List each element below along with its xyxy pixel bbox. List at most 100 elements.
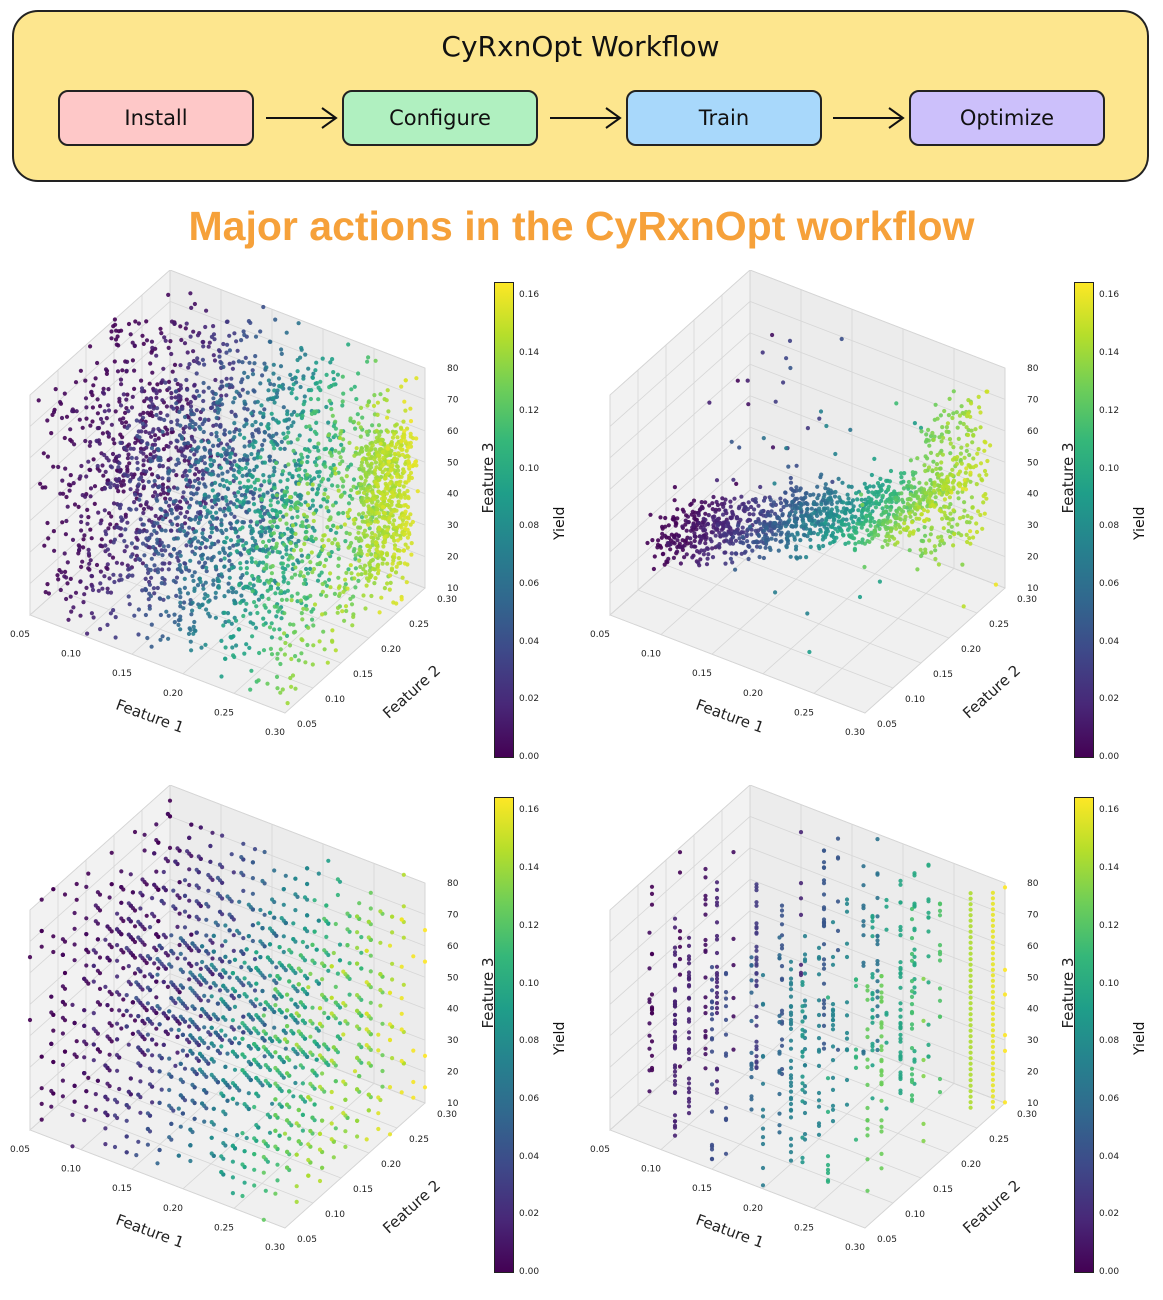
scatter-point	[203, 496, 208, 501]
scatter-point	[196, 520, 201, 525]
scatter-point	[788, 480, 794, 485]
scatter-point	[377, 533, 382, 538]
scatter-point	[224, 479, 229, 484]
scatter-point	[144, 338, 150, 343]
scatter-point	[966, 432, 971, 438]
scatter-point	[756, 503, 761, 508]
scatter-point	[189, 412, 194, 417]
scatter-point	[809, 521, 815, 526]
scatter-point	[183, 497, 188, 502]
scatter-point	[359, 515, 365, 520]
scatter-point	[341, 510, 346, 516]
scatter-point	[723, 524, 728, 529]
gridline	[609, 332, 751, 459]
scatter-point	[267, 478, 272, 483]
scatter-point	[821, 543, 826, 549]
scatter-point	[376, 453, 381, 458]
scatter-point	[278, 446, 283, 451]
scatter-point	[175, 503, 180, 509]
scatter-point	[193, 396, 198, 401]
scatter-point	[964, 466, 969, 471]
scatter-point	[255, 578, 261, 583]
scatter-point	[898, 512, 903, 517]
scatter-point	[295, 413, 300, 418]
scatter-point	[177, 563, 182, 568]
scatter-point	[392, 552, 397, 557]
scatter-point	[790, 499, 795, 505]
scatter-point	[242, 332, 247, 338]
scatter-point	[800, 523, 805, 528]
scatter-point	[140, 541, 146, 546]
scatter-point	[364, 533, 369, 538]
scatter-point	[666, 523, 671, 528]
scatter-point	[405, 453, 410, 458]
scatter-point	[898, 530, 903, 535]
scatter-point	[284, 434, 290, 439]
scatter-point	[156, 426, 161, 432]
scatter-point	[261, 473, 266, 478]
tick-label: 10	[447, 584, 459, 594]
scatter-point	[245, 549, 251, 554]
scatter-point	[125, 425, 130, 430]
scatter-point	[275, 388, 280, 393]
scatter-point	[977, 473, 982, 478]
scatter-point	[166, 444, 171, 449]
scatter-point	[942, 510, 947, 515]
scatter-point	[191, 484, 196, 489]
scatter-point	[329, 473, 334, 478]
scatter-point	[155, 537, 160, 542]
tick-label: 60	[1027, 427, 1039, 437]
scatter-point	[171, 578, 176, 583]
scatter-point	[286, 462, 291, 467]
scatter-point	[803, 522, 808, 527]
scatter-point	[181, 430, 186, 435]
scatter-point	[320, 476, 326, 482]
scatter-point	[944, 484, 949, 489]
scatter-point	[136, 321, 141, 326]
scatter-point	[81, 537, 86, 542]
scatter-point	[706, 513, 711, 518]
scatter-point	[306, 625, 311, 630]
scatter-point	[976, 394, 981, 399]
scatter-point	[388, 467, 393, 472]
scatter-point	[151, 494, 156, 499]
scatter-point	[316, 441, 321, 446]
scatter-point	[798, 501, 803, 506]
scatter-point	[299, 502, 304, 507]
scatter-point	[407, 464, 412, 469]
scatter-point	[948, 451, 953, 456]
scatter-point	[160, 517, 165, 522]
tick-label: 0.20	[961, 645, 981, 655]
scatter-point	[132, 343, 137, 349]
scatter-point	[192, 570, 197, 575]
scatter-point	[377, 433, 382, 438]
scatter-point	[206, 611, 211, 616]
scatter-point	[125, 464, 130, 469]
scatter-point	[206, 344, 211, 349]
scatter-point	[852, 536, 857, 541]
scatter-point	[393, 457, 398, 462]
chart-panel-bottom-left: 0.05 0.10 0.15 0.20 0.25 0.30 0.05 0.10 0.15 0.20…	[0, 785, 580, 1295]
scatter-point	[695, 549, 700, 554]
scatter-point	[282, 504, 287, 510]
scatter-point	[262, 361, 267, 366]
scatter-point	[81, 545, 86, 550]
scatter-point	[389, 475, 394, 480]
scatter-point	[275, 656, 280, 661]
scatter-point	[208, 534, 213, 539]
scatter-point	[231, 948, 236, 953]
scatter-point	[144, 469, 149, 474]
scatter-point	[408, 431, 413, 436]
scatter-point	[96, 588, 101, 593]
scatter-point	[399, 525, 404, 530]
scatter-point	[406, 459, 411, 464]
scatter-point	[237, 480, 242, 485]
scatter-point	[663, 524, 668, 529]
scatter-point	[867, 513, 872, 518]
scatter-point	[121, 489, 126, 494]
scatter-point	[376, 568, 381, 573]
scatter-point	[124, 397, 129, 402]
scatter-point	[387, 516, 392, 521]
scatter-point	[262, 460, 267, 465]
scatter-point	[273, 317, 278, 322]
